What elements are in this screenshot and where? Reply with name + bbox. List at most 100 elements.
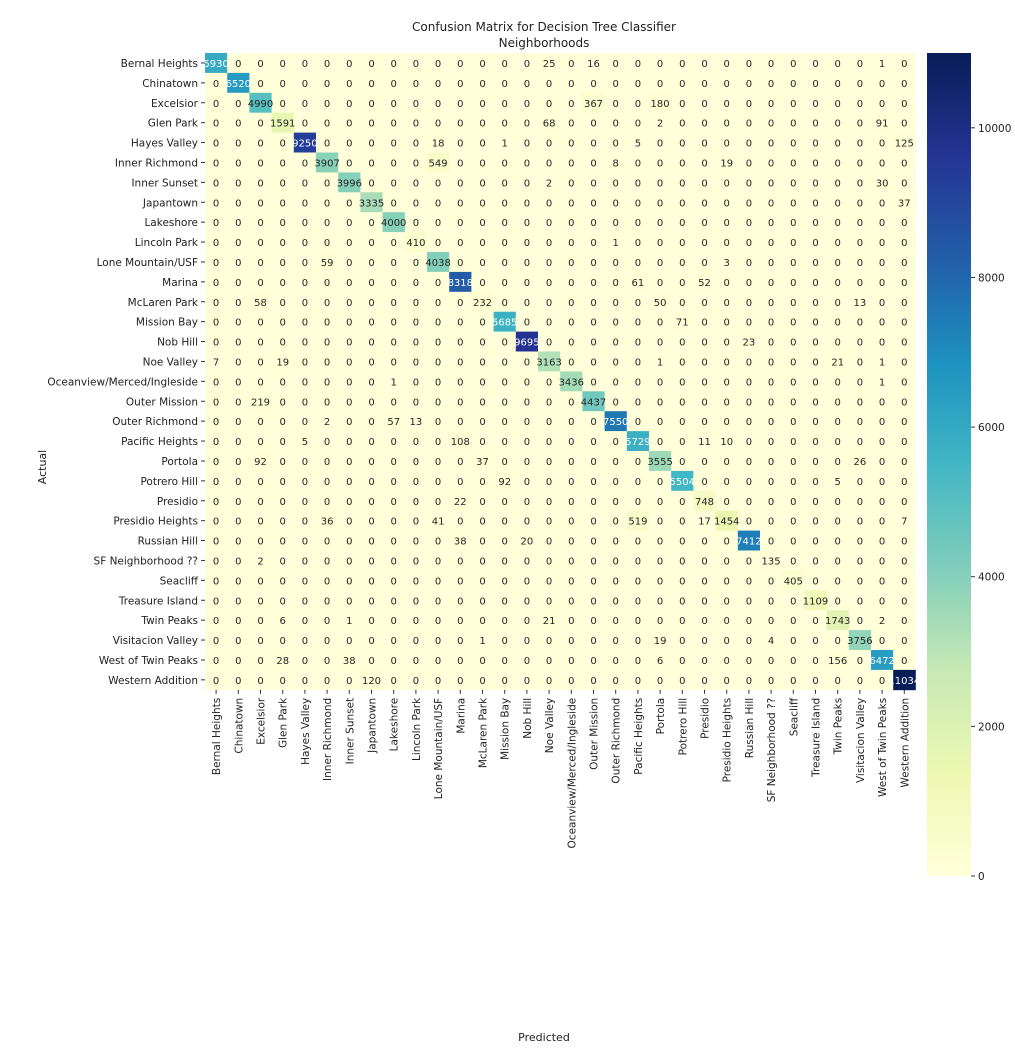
heatmap-cell — [737, 53, 761, 74]
heatmap-cell — [471, 92, 494, 114]
heatmap-cell — [205, 112, 228, 133]
cell-value-label: 0 — [213, 417, 219, 428]
cell-value-label: 0 — [790, 656, 796, 667]
heatmap-cell — [848, 192, 872, 213]
cell-value-label: 0 — [368, 576, 374, 587]
y-tick-label: Presidio Heights — [113, 516, 198, 528]
cell-value-label: 0 — [213, 437, 219, 448]
heatmap-cell — [227, 271, 250, 293]
heatmap-cell — [626, 610, 650, 631]
heatmap-cell — [471, 490, 494, 512]
heatmap-cell — [360, 590, 383, 611]
cell-value-label: 2 — [657, 119, 663, 130]
x-tick-label: Twin Peaks — [833, 698, 845, 756]
y-tick-label: Twin Peaks — [140, 615, 198, 627]
cell-value-label: 0 — [346, 357, 352, 368]
cell-value-label: 0 — [679, 397, 685, 408]
cell-value-label: 0 — [502, 59, 508, 70]
heatmap-cell — [893, 570, 916, 591]
heatmap-cell — [249, 331, 272, 352]
cell-value-label: 0 — [302, 357, 308, 368]
heatmap-cell — [538, 411, 561, 432]
cell-value-label: 0 — [701, 656, 707, 667]
heatmap-cell — [737, 470, 761, 492]
heatmap-cell — [205, 371, 228, 392]
cell-value-label: 0 — [635, 616, 641, 627]
cell-value-label: 0 — [679, 278, 685, 289]
heatmap-cell — [604, 212, 628, 233]
cell-value-label: 0 — [368, 596, 374, 607]
heatmap-cell — [227, 132, 250, 153]
cell-value-label: 0 — [812, 556, 818, 567]
cell-value-label: 0 — [546, 417, 552, 428]
cell-value-label: 0 — [790, 537, 796, 548]
heatmap-cell — [560, 311, 583, 332]
cell-value-label: 0 — [479, 357, 485, 368]
cell-value-label: 0 — [479, 437, 485, 448]
heatmap-cell — [671, 431, 694, 452]
cell-value-label: 0 — [746, 437, 752, 448]
heatmap-cell — [471, 212, 494, 233]
cell-value-label: 0 — [280, 178, 286, 189]
heatmap-cell — [538, 490, 561, 512]
cell-value-label: 0 — [746, 178, 752, 189]
cell-value-label: 0 — [213, 238, 219, 249]
heatmap-cell — [626, 291, 650, 313]
heatmap-cell — [560, 172, 583, 193]
heatmap-cell — [382, 391, 406, 412]
heatmap-cell — [626, 590, 650, 611]
cell-value-label: 0 — [568, 576, 574, 587]
cell-value-label: 0 — [768, 178, 774, 189]
heatmap-cell — [693, 610, 716, 631]
heatmap-cell — [449, 271, 472, 293]
heatmap-cell — [338, 411, 361, 432]
cell-value-label: 0 — [568, 278, 574, 289]
heatmap-cell — [382, 590, 406, 611]
cell-value-label: 0 — [746, 198, 752, 209]
cell-value-label: 0 — [213, 576, 219, 587]
y-tick-label: Marina — [162, 277, 198, 289]
cell-value-label: 0 — [435, 99, 441, 110]
cell-value-label: 0 — [280, 517, 286, 528]
cell-value-label: 0 — [524, 198, 530, 209]
cell-value-label: 0 — [857, 119, 863, 130]
heatmap-cell — [493, 490, 517, 512]
cell-value-label: 0 — [324, 576, 330, 587]
heatmap-cell — [427, 232, 450, 253]
cell-value-label: 0 — [835, 537, 841, 548]
y-tick-label: Noe Valley — [143, 356, 198, 368]
heatmap-cell — [804, 451, 827, 472]
cell-value-label: 0 — [502, 238, 508, 249]
heatmap-cell — [848, 431, 872, 452]
cell-value-label: 0 — [857, 218, 863, 229]
heatmap-cell — [293, 132, 317, 153]
heatmap-cell — [782, 212, 805, 233]
cell-value-label: 0 — [835, 596, 841, 607]
heatmap-cell — [316, 451, 339, 472]
heatmap-cell — [560, 72, 583, 94]
heatmap-cell — [782, 630, 805, 651]
heatmap-cell — [826, 192, 850, 213]
cell-value-label: 6 — [280, 616, 286, 627]
heatmap-cell — [449, 291, 472, 313]
cell-value-label: 1 — [657, 357, 663, 368]
cell-value-label: 0 — [857, 596, 863, 607]
cell-value-label: 0 — [546, 556, 552, 567]
heatmap-cell — [382, 172, 406, 193]
heatmap-cell — [249, 470, 272, 492]
cell-value-label: 0 — [235, 537, 241, 548]
cell-value-label: 0 — [324, 298, 330, 309]
heatmap-cell — [871, 271, 894, 293]
cell-value-label: 0 — [879, 278, 885, 289]
cell-value-label: 0 — [235, 676, 241, 687]
heatmap-cell — [715, 451, 739, 472]
cell-value-label: 0 — [524, 477, 530, 488]
heatmap-cell — [316, 351, 339, 372]
cell-value-label: 0 — [302, 318, 308, 329]
heatmap-cell — [848, 371, 872, 392]
chart-subtitle: Neighborhoods — [499, 36, 590, 50]
cell-value-label: 0 — [524, 556, 530, 567]
heatmap-cell — [538, 510, 561, 531]
cell-value-label: 1 — [502, 139, 508, 150]
